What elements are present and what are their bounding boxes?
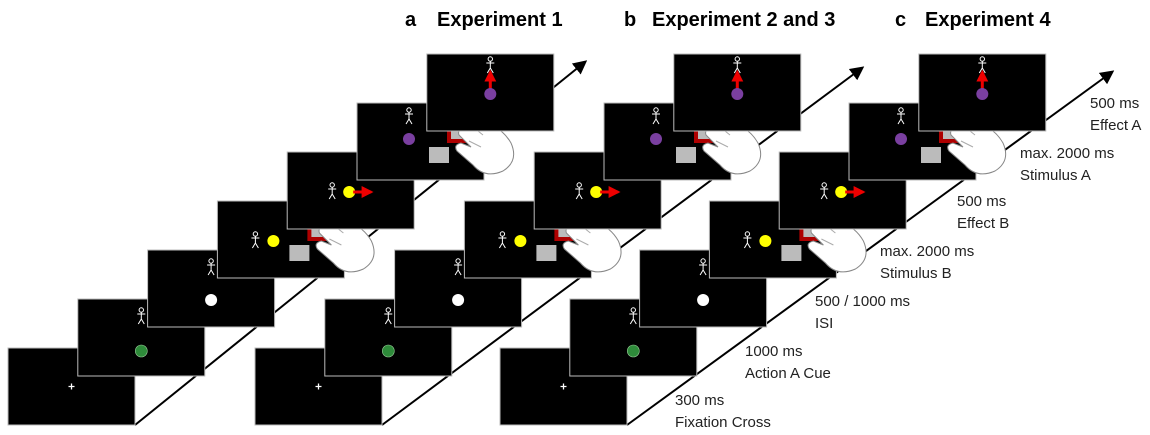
- cue-circle: [135, 345, 147, 357]
- response-key: [536, 245, 556, 261]
- screen: [919, 54, 1046, 131]
- figure: a Experiment 1 b Experiment 2 and 3 c Ex…: [0, 0, 1150, 435]
- screen: [674, 54, 801, 131]
- stimulus-circle: [650, 133, 662, 145]
- stimulus-circle: [267, 235, 279, 247]
- panel-title: Experiment 2 and 3: [652, 9, 835, 31]
- cue-circle: [382, 345, 394, 357]
- stimulus-circle: [759, 235, 771, 247]
- response-key: [289, 245, 309, 261]
- response-key: [429, 147, 449, 163]
- panel-label: c: [895, 9, 906, 31]
- stimulus-circle: [403, 133, 415, 145]
- duration-label: 300 ms: [675, 392, 724, 409]
- stimulus-circle: [895, 133, 907, 145]
- duration-label: 500 ms: [957, 193, 1006, 210]
- panel-label: b: [624, 9, 636, 31]
- event-label: Effect A: [1090, 117, 1141, 134]
- duration-label: 500 / 1000 ms: [815, 293, 910, 310]
- stimulus-circle: [514, 235, 526, 247]
- duration-label: 500 ms: [1090, 95, 1139, 112]
- screen: [427, 54, 554, 131]
- duration-label: 1000 ms: [745, 343, 803, 360]
- response-key: [921, 147, 941, 163]
- panel-title: Experiment 1: [437, 9, 563, 31]
- panel-title: Experiment 4: [925, 9, 1051, 31]
- cue-circle: [627, 345, 639, 357]
- response-key: [676, 147, 696, 163]
- isi-circle: [452, 294, 464, 306]
- panel-label: a: [405, 9, 417, 31]
- event-label: ISI: [815, 315, 833, 332]
- effect-circle: [976, 88, 988, 100]
- duration-label: max. 2000 ms: [1020, 145, 1114, 162]
- event-label: Stimulus A: [1020, 167, 1091, 184]
- event-label: Action A Cue: [745, 365, 831, 382]
- duration-label: max. 2000 ms: [880, 243, 974, 260]
- response-key: [781, 245, 801, 261]
- effect-circle: [731, 88, 743, 100]
- isi-circle: [697, 294, 709, 306]
- event-label: Fixation Cross: [675, 414, 771, 431]
- effect-circle: [484, 88, 496, 100]
- isi-circle: [205, 294, 217, 306]
- event-label: Stimulus B: [880, 265, 952, 282]
- event-label: Effect B: [957, 215, 1009, 232]
